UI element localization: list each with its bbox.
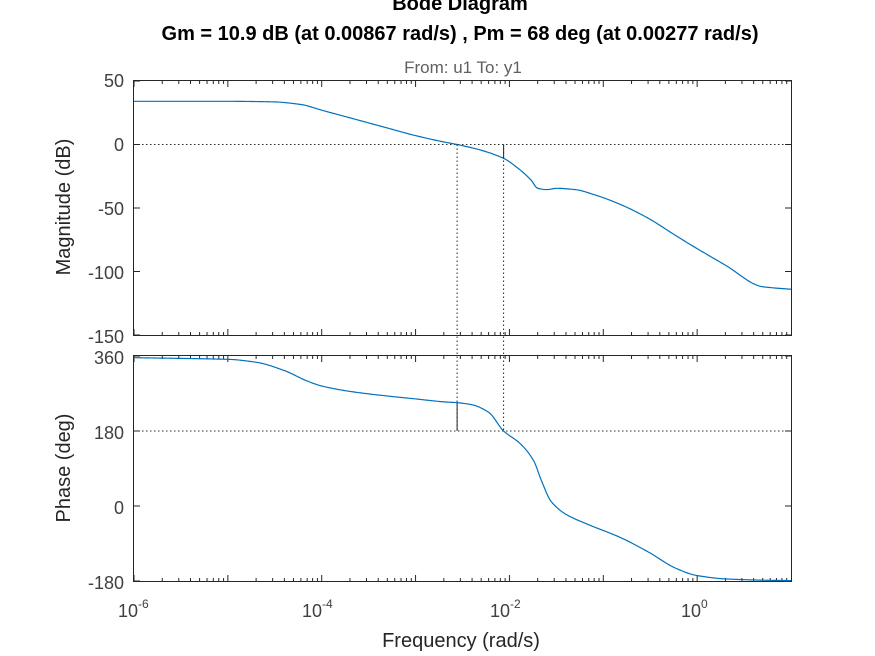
phase-series-line: [133, 357, 792, 582]
mag-ytick-label: -150: [88, 327, 124, 347]
magnitude-series-line: [134, 100, 792, 290]
xtick-label: 10-4: [302, 597, 333, 621]
xtick-label: 100: [681, 597, 708, 621]
phase-panel: Phase (deg): [53, 355, 792, 582]
mag-ytick-label: 50: [104, 71, 124, 91]
mag-ytick-label: -50: [98, 199, 124, 219]
chart-title: Bode Diagram: [392, 0, 528, 15]
magnitude-panel: Magnitude (dB): [53, 80, 792, 336]
x-axis-label: Frequency (rad/s): [382, 630, 540, 652]
phase-ytick-label: 180: [94, 423, 124, 443]
phase-ytick-label: -180: [88, 573, 124, 593]
phase-ytick-label: 0: [114, 498, 124, 518]
phase-ytick-label: 360: [94, 348, 124, 368]
margin-markers: [456, 144, 505, 431]
magnitude-minor-ticks: [133, 80, 791, 336]
xtick-label: 10-2: [490, 597, 521, 621]
phase-minor-ticks: [133, 355, 791, 582]
magnitude-axes-box: [133, 80, 792, 336]
xtick-label: 10-6: [118, 597, 149, 621]
io-label: From: u1 To: y1: [404, 58, 522, 77]
phase-axes-box: [133, 355, 792, 582]
magnitude-ylabel: Magnitude (dB): [53, 139, 75, 276]
phase-ylabel: Phase (deg): [53, 414, 75, 523]
chart-subtitle: Gm = 10.9 dB (at 0.00867 rad/s) , Pm = 6…: [162, 23, 759, 45]
mag-ytick-label: -100: [88, 263, 124, 283]
mag-ytick-label: 0: [114, 135, 124, 155]
